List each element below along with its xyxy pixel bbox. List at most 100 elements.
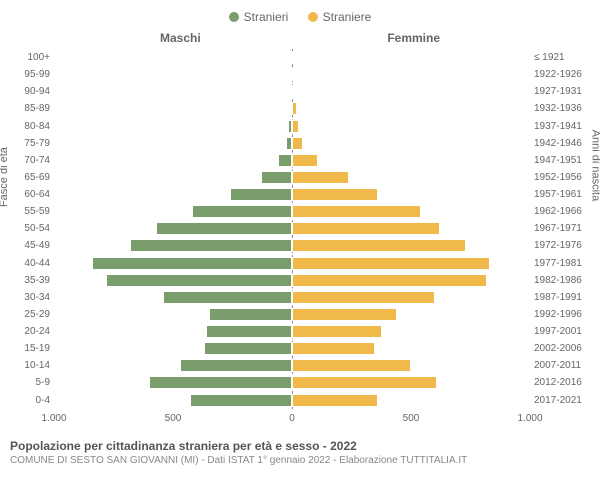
chart-plot-area: 100+≤ 192195-991922-192690-941927-193185… xyxy=(54,49,530,409)
bar-male xyxy=(209,308,292,321)
population-pyramid-chart: Maschi Femmine Fasce di età Anni di nasc… xyxy=(10,31,590,431)
birth-year-label: 1952-1956 xyxy=(534,172,590,183)
bar-pair xyxy=(54,342,530,355)
bar-pair xyxy=(54,222,530,235)
chart-row: 85-891932-1936 xyxy=(54,100,530,117)
bar-female xyxy=(292,376,437,389)
age-label: 10-14 xyxy=(10,360,50,371)
bar-male xyxy=(180,359,292,372)
bar-pair xyxy=(54,291,530,304)
legend: Stranieri Straniere xyxy=(10,10,590,25)
bar-female xyxy=(292,51,294,64)
age-label: 50-54 xyxy=(10,223,50,234)
x-axis-tick: 1.000 xyxy=(41,413,66,424)
chart-row: 15-192002-2006 xyxy=(54,340,530,357)
chart-title-male: Maschi xyxy=(160,31,201,45)
bar-female xyxy=(292,308,397,321)
bar-female xyxy=(292,188,378,201)
bar-pair xyxy=(54,394,530,407)
bar-pair xyxy=(54,137,530,150)
bar-male xyxy=(156,222,292,235)
birth-year-label: 1937-1941 xyxy=(534,121,590,132)
chart-row: 5-92012-2016 xyxy=(54,374,530,391)
birth-year-label: 1947-1951 xyxy=(534,155,590,166)
chart-row: 50-541967-1971 xyxy=(54,220,530,237)
chart-row: 75-791942-1946 xyxy=(54,135,530,152)
age-label: 0-4 xyxy=(10,395,50,406)
bar-male xyxy=(278,154,292,167)
bar-pair xyxy=(54,257,530,270)
chart-title-female: Femmine xyxy=(387,31,440,45)
birth-year-label: 1977-1981 xyxy=(534,258,590,269)
age-label: 80-84 xyxy=(10,121,50,132)
y-axis-right-label: Anni di nascita xyxy=(590,130,600,202)
bar-female xyxy=(292,239,466,252)
bar-female xyxy=(292,154,318,167)
legend-item-female: Straniere xyxy=(308,10,372,24)
birth-year-label: 1987-1991 xyxy=(534,292,590,303)
x-axis-tick: 1.000 xyxy=(517,413,542,424)
bar-pair xyxy=(54,171,530,184)
birth-year-label: 1932-1936 xyxy=(534,103,590,114)
birth-year-label: 2007-2011 xyxy=(534,360,590,371)
bar-pair xyxy=(54,239,530,252)
age-label: 70-74 xyxy=(10,155,50,166)
age-label: 60-64 xyxy=(10,189,50,200)
bar-male xyxy=(106,274,292,287)
bar-male xyxy=(149,376,292,389)
bar-pair xyxy=(54,325,530,338)
bar-female xyxy=(292,68,294,81)
chart-row: 20-241997-2001 xyxy=(54,323,530,340)
birth-year-label: 2017-2021 xyxy=(534,395,590,406)
age-label: 30-34 xyxy=(10,292,50,303)
bar-male xyxy=(261,171,292,184)
chart-row: 40-441977-1981 xyxy=(54,255,530,272)
age-label: 55-59 xyxy=(10,206,50,217)
bar-pair xyxy=(54,308,530,321)
footer-subtitle: COMUNE DI SESTO SAN GIOVANNI (MI) - Dati… xyxy=(10,455,590,466)
bar-pair xyxy=(54,102,530,115)
age-label: 15-19 xyxy=(10,343,50,354)
age-label: 90-94 xyxy=(10,86,50,97)
birth-year-label: 1957-1961 xyxy=(534,189,590,200)
bar-male xyxy=(130,239,292,252)
chart-row: 30-341987-1991 xyxy=(54,289,530,306)
x-axis-tick: 0 xyxy=(289,413,295,424)
bar-pair xyxy=(54,274,530,287)
birth-year-label: 1972-1976 xyxy=(534,240,590,251)
bar-female xyxy=(292,359,411,372)
birth-year-label: 1982-1986 xyxy=(534,275,590,286)
bar-female xyxy=(292,291,435,304)
chart-row: 100+≤ 1921 xyxy=(54,49,530,66)
chart-row: 35-391982-1986 xyxy=(54,272,530,289)
chart-row: 60-641957-1961 xyxy=(54,186,530,203)
legend-dot-male xyxy=(229,12,239,22)
age-label: 45-49 xyxy=(10,240,50,251)
birth-year-label: ≤ 1921 xyxy=(534,52,590,63)
chart-row: 55-591962-1966 xyxy=(54,203,530,220)
age-label: 5-9 xyxy=(10,377,50,388)
chart-row: 95-991922-1926 xyxy=(54,66,530,83)
chart-row: 65-691952-1956 xyxy=(54,169,530,186)
bar-female xyxy=(292,137,303,150)
birth-year-label: 1922-1926 xyxy=(534,69,590,80)
bar-male xyxy=(163,291,292,304)
bar-pair xyxy=(54,120,530,133)
legend-dot-female xyxy=(308,12,318,22)
bar-pair xyxy=(54,376,530,389)
age-label: 35-39 xyxy=(10,275,50,286)
y-axis-left-label: Fasce di età xyxy=(0,147,10,207)
age-label: 20-24 xyxy=(10,326,50,337)
chart-row: 90-941927-1931 xyxy=(54,83,530,100)
bar-male xyxy=(230,188,292,201)
bar-male xyxy=(192,205,292,218)
footer-title: Popolazione per cittadinanza straniera p… xyxy=(10,439,590,453)
age-label: 85-89 xyxy=(10,103,50,114)
age-label: 95-99 xyxy=(10,69,50,80)
bar-pair xyxy=(54,359,530,372)
birth-year-label: 1962-1966 xyxy=(534,206,590,217)
bar-pair xyxy=(54,188,530,201)
chart-row: 0-42017-2021 xyxy=(54,392,530,409)
legend-label-female: Straniere xyxy=(323,10,372,24)
chart-row: 25-291992-1996 xyxy=(54,306,530,323)
